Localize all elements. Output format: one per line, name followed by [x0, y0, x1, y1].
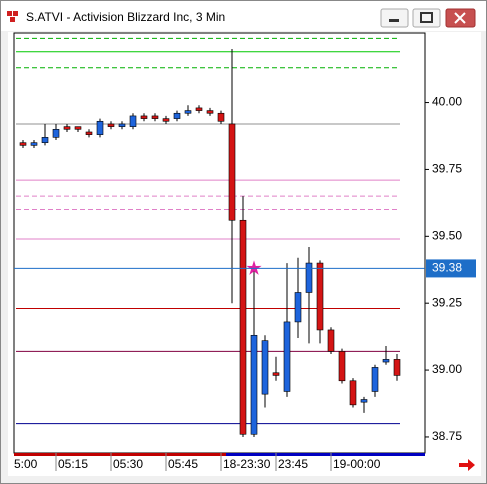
- window-title: S.ATVI - Activision Blizzard Inc, 3 Min: [26, 10, 225, 24]
- y-tick-label: 39.00: [432, 362, 462, 376]
- last-price-label: 39.38: [432, 261, 462, 275]
- x-tick-label: 18-23:30: [223, 457, 271, 471]
- candle-body: [294, 292, 302, 323]
- candle-body: [393, 359, 401, 376]
- candle-body: [63, 126, 71, 130]
- candle-body: [52, 129, 60, 138]
- app-icon: [7, 11, 18, 22]
- candle-body: [96, 120, 104, 135]
- x-tick-label: 5:00: [14, 457, 38, 471]
- candle-body: [41, 137, 49, 143]
- candle-body: [316, 262, 324, 331]
- candle-body: [250, 334, 258, 435]
- candle-body: [382, 359, 390, 363]
- candle-body: [327, 329, 335, 352]
- candle-body: [371, 367, 379, 392]
- x-tick-label: 23:45: [278, 457, 308, 471]
- x-tick-label: 05:30: [113, 457, 143, 471]
- last-price-box: [426, 259, 476, 278]
- plot: 5:00 05:15 05:30 05:45 18-23:30 23:45 19-00:00: [14, 37, 401, 471]
- candle-body: [338, 351, 346, 382]
- candle-body: [272, 372, 280, 376]
- y-tick-label: 39.75: [432, 162, 462, 176]
- x-tick-label: 19-00:00: [333, 457, 381, 471]
- candle-body: [239, 219, 247, 435]
- scroll-arrow[interactable]: [459, 459, 475, 471]
- candle-body: [206, 110, 214, 114]
- candle-body: [283, 321, 291, 392]
- close-button[interactable]: [445, 8, 476, 28]
- signal-marker: [246, 260, 262, 275]
- candle-body: [184, 110, 192, 114]
- y-tick-label: 40.00: [432, 95, 462, 109]
- candle-body: [360, 399, 368, 403]
- candle-body: [30, 142, 38, 146]
- x-tick-label: 05:45: [168, 457, 198, 471]
- candle-body: [228, 123, 236, 221]
- candle-body: [151, 115, 159, 119]
- x-tick-label: 05:15: [58, 457, 88, 471]
- candle-body: [74, 126, 82, 130]
- candle-body: [261, 340, 269, 395]
- time-strip-session: [14, 453, 226, 456]
- candle-body: [173, 112, 181, 119]
- candle-body: [162, 118, 170, 122]
- candle-body: [349, 380, 357, 406]
- candle-body: [107, 123, 115, 127]
- minimize-button[interactable]: [380, 8, 409, 28]
- plot-area: [13, 32, 426, 454]
- candle-body: [195, 107, 203, 111]
- y-tick-label: 38.75: [432, 429, 462, 443]
- candle-body: [140, 115, 148, 119]
- candle-body: [118, 123, 126, 127]
- candle-body: [305, 262, 313, 293]
- candle-body: [217, 112, 225, 122]
- maximize-button[interactable]: [412, 8, 441, 28]
- y-tick-label: 39.25: [432, 295, 462, 309]
- candle-body: [129, 115, 137, 127]
- y-tick-label: 39.50: [432, 228, 462, 242]
- candle-body: [85, 131, 93, 135]
- candle-body: [19, 142, 27, 146]
